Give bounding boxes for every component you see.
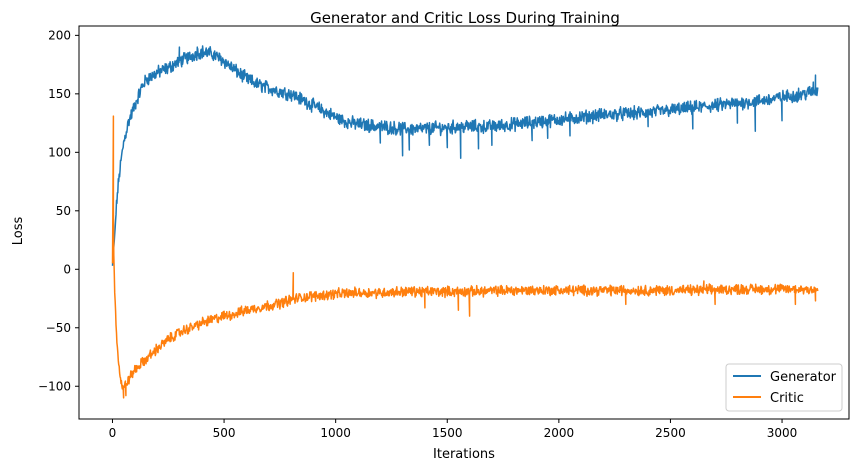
y-axis-ticks: −100 −50 0 50 100 150 200 [38,28,79,393]
x-tick-label: 500 [213,426,236,440]
y-tick-label: −100 [38,379,71,393]
x-axis-label: Iterations [433,447,495,462]
x-tick-label: 2000 [544,426,575,440]
series-layer [111,45,819,399]
plot-frame [78,25,850,420]
x-axis-ticks: 0 500 1000 1500 2000 2500 3000 [109,419,798,440]
plot-area: 0 500 1000 1500 2000 2500 3000 −100 −50 0 50 100 15… [38,25,850,440]
y-tick-label: 0 [63,262,71,276]
legend-critic-label: Critic [770,391,804,406]
y-tick-label: 100 [48,145,71,159]
x-tick-label: 3000 [767,426,798,440]
x-tick-label: 0 [109,426,117,440]
generator-loss-line [111,45,819,266]
legend: Generator Critic [725,363,843,412]
chart-title: Generator and Critic Loss During Trainin… [310,9,620,27]
y-axis-label: Loss [11,217,26,246]
x-tick-label: 1000 [320,426,351,440]
y-tick-label: 150 [48,87,71,101]
legend-generator-label: Generator [770,370,837,385]
critic-loss-line [111,115,819,399]
y-tick-label: 200 [48,28,71,42]
y-tick-label: −50 [46,321,71,335]
y-tick-label: 50 [56,204,71,218]
x-tick-label: 1500 [432,426,463,440]
x-tick-label: 2500 [655,426,686,440]
